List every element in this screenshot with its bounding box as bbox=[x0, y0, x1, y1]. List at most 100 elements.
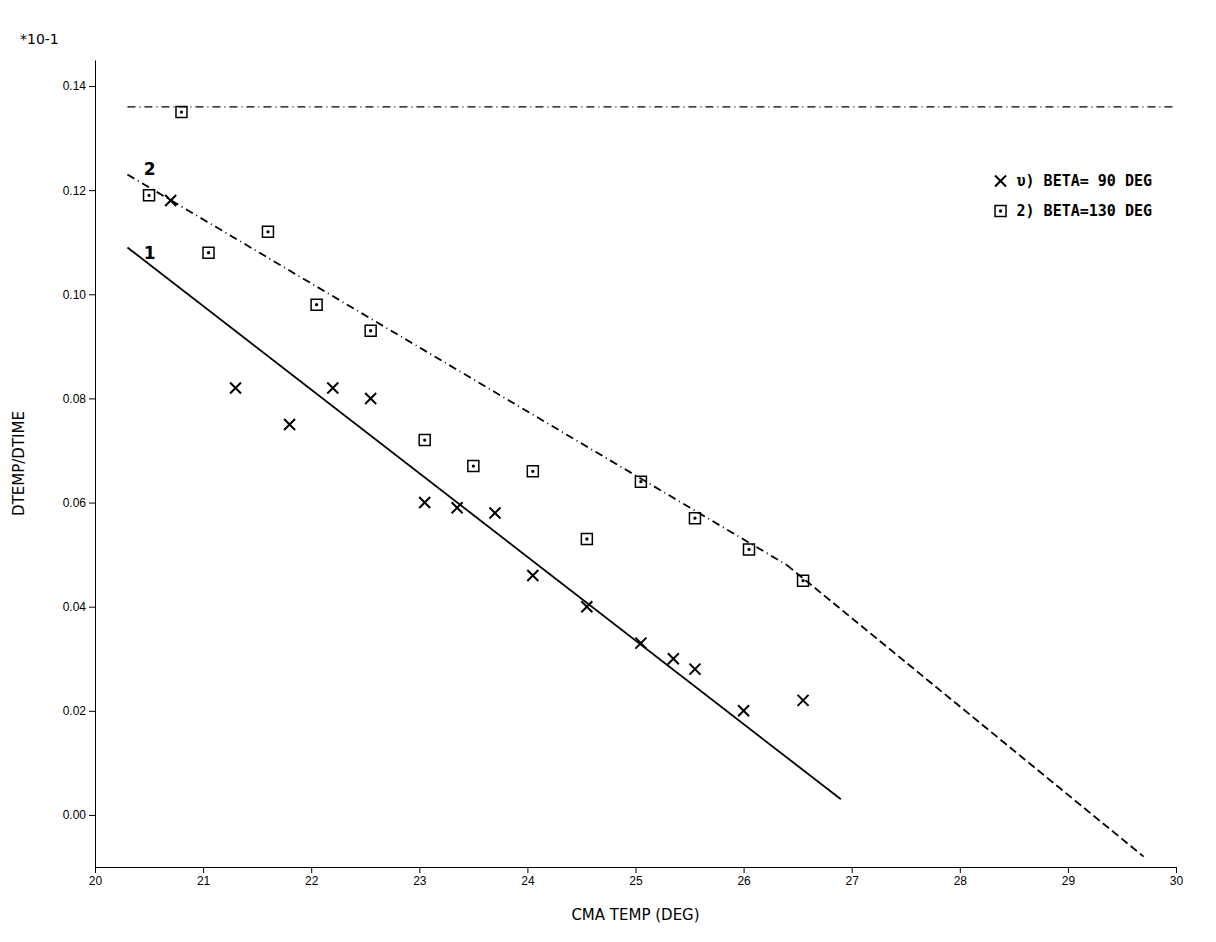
point bbox=[581, 533, 592, 544]
tick: 0.12 bbox=[63, 184, 95, 198]
tick-mark bbox=[89, 398, 95, 399]
point bbox=[527, 466, 538, 477]
tick-label: 21 bbox=[197, 874, 211, 888]
tick-mark bbox=[636, 867, 637, 873]
tick-label: 29 bbox=[1062, 874, 1076, 888]
tick: 0.06 bbox=[63, 496, 95, 510]
legend-marker bbox=[995, 206, 1006, 217]
point bbox=[284, 419, 295, 430]
tick-label: 0.00 bbox=[63, 808, 87, 822]
x-axis-title: CMA TEMP (DEG) bbox=[571, 906, 699, 924]
point bbox=[468, 461, 479, 472]
tick: 0.04 bbox=[63, 600, 95, 614]
point bbox=[744, 544, 755, 555]
tick: 0.10 bbox=[63, 288, 95, 302]
x-axis: 20 21 22 23 24 25 26 27 28 29 30 bbox=[89, 867, 1184, 888]
line bbox=[787, 565, 1144, 857]
tick-mark bbox=[1068, 867, 1069, 873]
point bbox=[165, 195, 176, 206]
tick-label: 24 bbox=[521, 874, 535, 888]
point bbox=[419, 435, 430, 446]
tick: 22 bbox=[305, 867, 319, 888]
tick-label: 23 bbox=[413, 874, 427, 888]
annotation: 2 bbox=[144, 159, 156, 179]
tick-mark bbox=[89, 190, 95, 191]
point bbox=[668, 653, 679, 664]
tick: 0.08 bbox=[63, 392, 95, 406]
tick-label: 0.12 bbox=[63, 184, 87, 198]
tick-mark bbox=[960, 867, 961, 873]
point bbox=[327, 383, 338, 394]
tick-label: 28 bbox=[954, 874, 968, 888]
tick-mark bbox=[852, 867, 853, 873]
tick-label: 25 bbox=[629, 874, 643, 888]
tick: 0.02 bbox=[63, 704, 95, 718]
tick: 23 bbox=[413, 867, 427, 888]
axis-domain bbox=[95, 61, 96, 868]
tick-label: 0.06 bbox=[63, 496, 87, 510]
plot: 20212223242526272829300.000.020.040.060.… bbox=[20, 31, 1183, 888]
tick-label: 0.10 bbox=[63, 288, 87, 302]
tick-mark bbox=[89, 607, 95, 608]
tick: 30 bbox=[1170, 867, 1184, 888]
tick: 24 bbox=[521, 867, 535, 888]
tick: 26 bbox=[737, 867, 751, 888]
tick-mark bbox=[89, 503, 95, 504]
legend-label: υ) BETA= 90 DEG bbox=[1017, 172, 1152, 190]
point bbox=[176, 107, 187, 118]
legend: υ) BETA= 90 DEG 2) BETA=130 DEG bbox=[995, 172, 1152, 220]
tick-mark bbox=[527, 867, 528, 873]
point bbox=[419, 497, 430, 508]
tick-mark bbox=[89, 86, 95, 87]
tick-mark bbox=[89, 711, 95, 712]
point bbox=[452, 502, 463, 513]
tick-label: 30 bbox=[1170, 874, 1184, 888]
point bbox=[689, 513, 700, 524]
line bbox=[127, 175, 786, 565]
marks bbox=[127, 107, 1176, 857]
chart: 20212223242526272829300.000.020.040.060.… bbox=[0, 0, 1216, 942]
line bbox=[127, 247, 840, 799]
tick-label: 22 bbox=[305, 874, 319, 888]
point bbox=[365, 393, 376, 404]
tick: 25 bbox=[629, 867, 643, 888]
tick-mark bbox=[203, 867, 204, 873]
tick: 21 bbox=[197, 867, 211, 888]
tick-label: 27 bbox=[846, 874, 860, 888]
point bbox=[527, 570, 538, 581]
tick-mark bbox=[419, 867, 420, 873]
tick: 20 bbox=[89, 867, 103, 888]
tick-label: 0.04 bbox=[63, 600, 87, 614]
point bbox=[203, 247, 214, 258]
y-axis: 0.00 0.02 0.04 0.06 0.08 0.10 0.12 0.14 bbox=[63, 61, 96, 868]
legend-entry: 2) BETA=130 DEG bbox=[995, 202, 1152, 220]
tick: 0.00 bbox=[63, 808, 95, 822]
point bbox=[689, 664, 700, 675]
tick-mark bbox=[89, 294, 95, 295]
point bbox=[738, 705, 749, 716]
annotation: *10-1 bbox=[20, 31, 59, 47]
legend-entry: υ) BETA= 90 DEG bbox=[995, 172, 1152, 190]
tick-mark bbox=[1176, 867, 1177, 873]
line bbox=[127, 106, 1176, 107]
tick-label: 20 bbox=[89, 874, 103, 888]
tick-label: 0.08 bbox=[63, 392, 87, 406]
tick-label: 26 bbox=[737, 874, 751, 888]
tick: 0.14 bbox=[63, 79, 95, 93]
y-axis-title: DTEMP/DTIME bbox=[10, 411, 28, 516]
point bbox=[365, 325, 376, 336]
tick-label: 0.02 bbox=[63, 704, 87, 718]
point bbox=[262, 226, 273, 237]
tick-mark bbox=[95, 867, 96, 873]
tick-mark bbox=[311, 867, 312, 873]
tick-mark bbox=[744, 867, 745, 873]
tick-label: 0.14 bbox=[63, 79, 87, 93]
point bbox=[144, 190, 155, 201]
point bbox=[798, 695, 809, 706]
annotations: *10-1 1 2 bbox=[20, 31, 155, 263]
point bbox=[311, 299, 322, 310]
point bbox=[489, 507, 500, 518]
annotation: 1 bbox=[144, 243, 156, 263]
legend-label: 2) BETA=130 DEG bbox=[1017, 202, 1152, 220]
tick: 29 bbox=[1062, 867, 1076, 888]
